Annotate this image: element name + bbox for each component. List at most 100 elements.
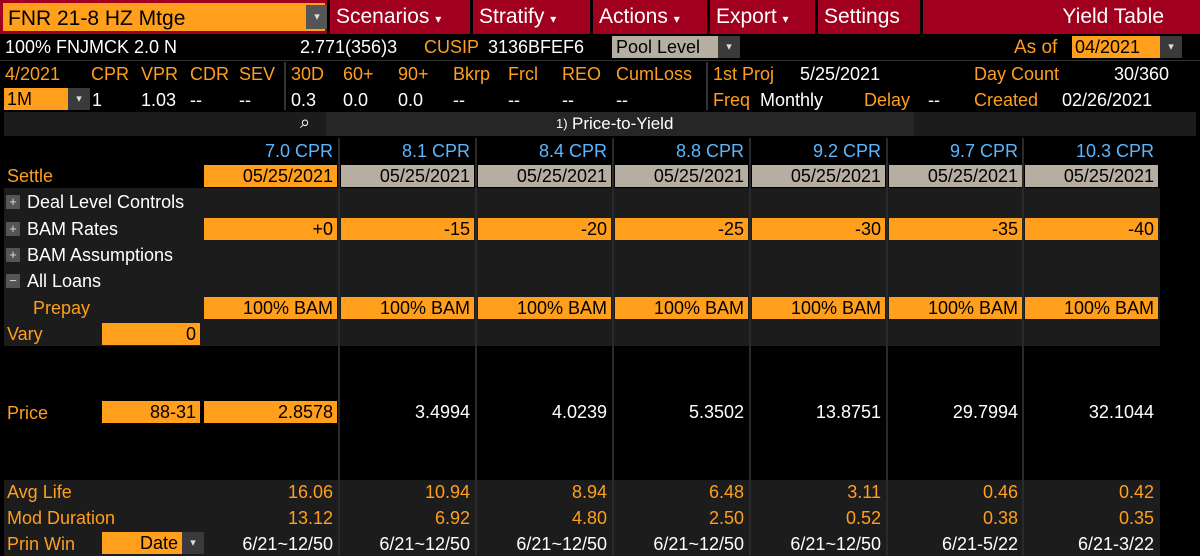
menu-settings[interactable]: Settings xyxy=(824,5,900,28)
pool-level-select[interactable]: Pool Level xyxy=(612,36,736,58)
cdr-value: -- xyxy=(190,90,202,110)
period-select[interactable]: 1M xyxy=(4,88,88,110)
deal-level-expand-icon[interactable]: + xyxy=(6,195,20,209)
all-loans-label[interactable]: All Loans xyxy=(27,271,102,291)
scenario-header-4[interactable]: 8.8 CPR xyxy=(675,141,744,161)
menu-scenarios[interactable]: Scenarios ▾ xyxy=(336,5,442,28)
settle-date-2[interactable]: 05/25/2021 xyxy=(341,165,474,187)
mod-duration-value-2: 6.92 xyxy=(434,508,470,528)
scenario-header-6[interactable]: 9.7 CPR xyxy=(949,141,1018,161)
yield-value-3[interactable]: 4.0239 xyxy=(551,402,607,422)
cdr-header: CDR xyxy=(190,64,229,84)
scenario-header-5[interactable]: 9.2 CPR xyxy=(812,141,881,161)
bam-rates-expand-icon[interactable]: + xyxy=(6,222,20,236)
delay-value: -- xyxy=(928,90,940,110)
bam-rate-5[interactable]: -30 xyxy=(752,218,885,240)
vpr-value: 1.03 xyxy=(141,90,177,110)
vary-input[interactable]: 0 xyxy=(102,323,200,345)
yield-value-7[interactable]: 32.1044 xyxy=(1088,402,1154,422)
settle-label: Settle xyxy=(7,166,54,186)
scenario-header-3[interactable]: 8.4 CPR xyxy=(538,141,607,161)
settle-date-3[interactable]: 05/25/2021 xyxy=(478,165,611,187)
page-title: Yield Table xyxy=(1062,5,1164,28)
delay-label: Delay xyxy=(864,90,911,110)
reo-header: REO xyxy=(562,64,602,84)
settle-date-6[interactable]: 05/25/2021 xyxy=(889,165,1022,187)
settle-date-5[interactable]: 05/25/2021 xyxy=(752,165,885,187)
bam-rates-label[interactable]: BAM Rates xyxy=(27,219,119,239)
frcl-value: -- xyxy=(508,90,520,110)
menu-stratify[interactable]: Stratify ▾ xyxy=(479,5,557,28)
avg-life-value-3: 8.94 xyxy=(571,482,607,502)
settle-date-1[interactable]: 05/25/2021 xyxy=(204,165,337,187)
price-to-yield-tab[interactable]: Price-to-Yield xyxy=(572,114,674,133)
deal-level-controls-label[interactable]: Deal Level Controls xyxy=(27,192,185,212)
all-loans-collapse-icon[interactable]: − xyxy=(6,274,20,288)
period-dropdown-arrow[interactable]: ▾ xyxy=(68,88,90,110)
settle-date-7[interactable]: 05/25/2021 xyxy=(1025,165,1158,187)
mod-duration-value-7: 0.35 xyxy=(1118,508,1154,528)
bam-rate-7[interactable]: -40 xyxy=(1025,218,1158,240)
prepay-value-7[interactable]: 100% BAM xyxy=(1025,297,1158,319)
scenario-header-7[interactable]: 10.3 CPR xyxy=(1075,141,1154,161)
prin-win-value-5: 6/21~12/50 xyxy=(790,534,881,554)
as-of-field[interactable]: 04/2021 xyxy=(1072,36,1160,58)
column-divider xyxy=(475,138,477,556)
bam-rate-1[interactable]: +0 xyxy=(204,218,337,240)
period-select-text: 1M xyxy=(7,89,33,109)
yield-value-4[interactable]: 5.3502 xyxy=(688,402,744,422)
prepay-value-6[interactable]: 100% BAM xyxy=(889,297,1022,319)
d30-header: 30D xyxy=(291,64,325,84)
menu-export[interactable]: Export ▾ xyxy=(716,5,789,28)
scenario-header-1[interactable]: 7.0 CPR xyxy=(264,141,333,161)
menu-actions[interactable]: Actions ▾ xyxy=(599,5,680,28)
scenario-header-2[interactable]: 8.1 CPR xyxy=(401,141,470,161)
security-dropdown-arrow[interactable]: ▾ xyxy=(306,5,328,29)
bam-assumptions-label[interactable]: BAM Assumptions xyxy=(27,245,174,265)
day-count-value: 30/360 xyxy=(1114,64,1170,84)
yield-value-5[interactable]: 13.8751 xyxy=(815,402,881,422)
pool-level-dropdown-arrow[interactable]: ▾ xyxy=(718,36,740,58)
prepay-label: Prepay xyxy=(33,298,91,318)
mode-hotkey: 1) xyxy=(556,116,568,131)
mod-duration-value-1: 13.12 xyxy=(287,508,333,528)
prepay-value-2[interactable]: 100% BAM xyxy=(341,297,474,319)
bam-rate-3[interactable]: -20 xyxy=(478,218,611,240)
as-of-dropdown-arrow[interactable]: ▾ xyxy=(1160,36,1182,58)
bam-rate-4[interactable]: -25 xyxy=(615,218,748,240)
column-divider xyxy=(886,138,888,556)
sev-header: SEV xyxy=(239,64,276,84)
prepay-value-5[interactable]: 100% BAM xyxy=(752,297,885,319)
prepay-value-3[interactable]: 100% BAM xyxy=(478,297,611,319)
freq-label: Freq xyxy=(713,90,751,110)
yield-value-1[interactable]: 2.8578 xyxy=(204,401,337,423)
reo-value: -- xyxy=(562,90,574,110)
frcl-header: Frcl xyxy=(508,64,538,84)
settle-date-4[interactable]: 05/25/2021 xyxy=(615,165,748,187)
pool-level-text: Pool Level xyxy=(616,37,701,57)
prin-win-value-1: 6/21~12/50 xyxy=(242,534,333,554)
bam-assumptions-expand-icon[interactable]: + xyxy=(6,248,20,262)
sev-value: -- xyxy=(239,90,251,110)
avg-life-label: Avg Life xyxy=(7,482,72,502)
mod-duration-value-5: 0.52 xyxy=(845,508,881,528)
prin-win-mode-select[interactable]: Date xyxy=(102,532,182,554)
created-label: Created xyxy=(974,90,1039,110)
prepay-value-4[interactable]: 100% BAM xyxy=(615,297,748,319)
security-field[interactable]: FNR 21-8 HZ Mtge xyxy=(3,3,325,31)
bam-rate-6[interactable]: -35 xyxy=(889,218,1022,240)
price-label: Price xyxy=(7,403,49,423)
bam-rate-2[interactable]: -15 xyxy=(341,218,474,240)
cumloss-header: CumLoss xyxy=(616,64,693,84)
first-proj-value: 5/25/2021 xyxy=(800,64,881,84)
yield-value-6[interactable]: 29.7994 xyxy=(952,402,1018,422)
prin-win-dropdown-arrow[interactable]: ▾ xyxy=(182,532,204,554)
zoom-icon[interactable]: ⌕ xyxy=(300,112,311,132)
price-input[interactable]: 88-31 xyxy=(102,401,200,423)
created-value: 02/26/2021 xyxy=(1062,90,1153,110)
prepay-value-1[interactable]: 100% BAM xyxy=(204,297,337,319)
column-divider xyxy=(612,138,614,556)
security-description: 100% FNJMCK 2.0 N xyxy=(5,37,178,57)
yield-value-2[interactable]: 3.4994 xyxy=(414,402,470,422)
prin-win-value-4: 6/21~12/50 xyxy=(653,534,744,554)
